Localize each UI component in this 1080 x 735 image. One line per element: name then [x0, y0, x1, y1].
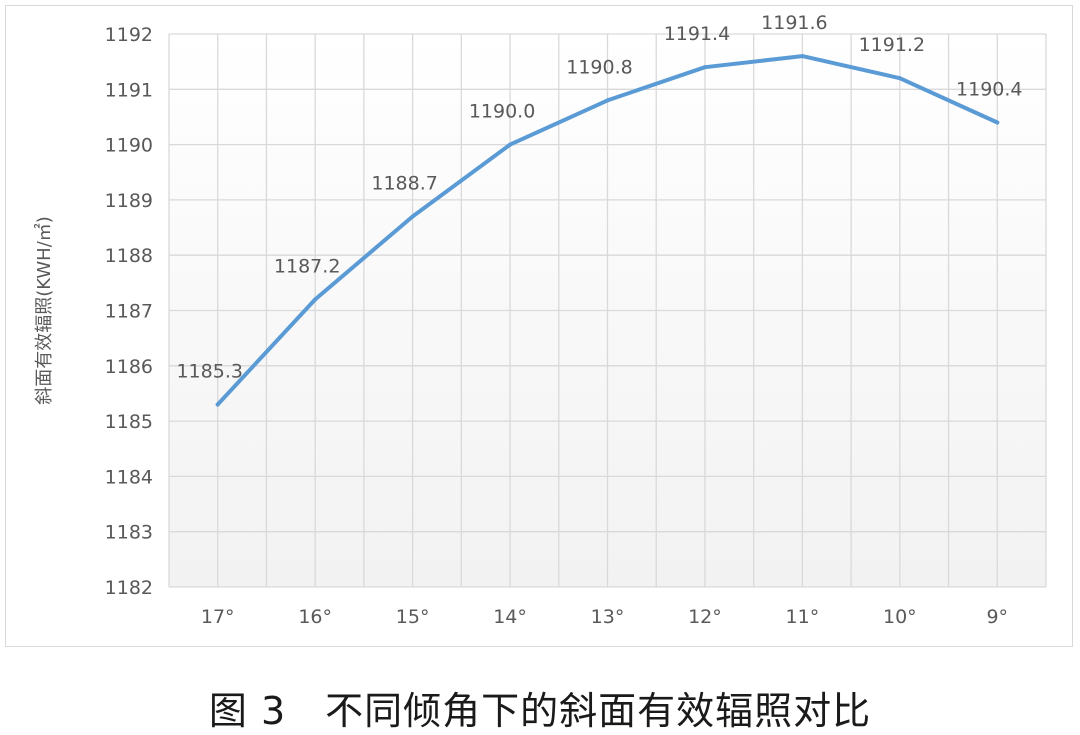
data-label: 1190.4 — [956, 78, 1022, 100]
data-label: 1190.8 — [566, 56, 632, 78]
y-tick-label: 1184 — [105, 466, 153, 488]
x-tick-label: 9° — [986, 606, 1008, 628]
line-chart: 1182 1183 1184 1185 1186 1187 1188 1189 1190 1191… — [33, 12, 1047, 628]
x-tick-label: 10° — [883, 606, 917, 628]
y-tick-label: 1189 — [105, 190, 153, 212]
grid — [168, 33, 1047, 588]
data-label: 1191.6 — [761, 12, 827, 34]
y-tick-label: 1187 — [105, 301, 153, 323]
x-tick-label: 15° — [396, 606, 430, 628]
data-label: 1191.4 — [664, 23, 730, 45]
data-point — [800, 54, 805, 59]
data-label: 1187.2 — [274, 255, 340, 277]
x-tick-label: 13° — [591, 606, 625, 628]
x-tick-label: 16° — [298, 606, 332, 628]
y-tick-label: 1185 — [105, 411, 153, 433]
x-tick-label: 12° — [688, 606, 722, 628]
x-tick-label: 17° — [201, 606, 235, 628]
data-point — [702, 65, 707, 70]
y-tick-label: 1190 — [105, 135, 153, 157]
y-axis-title: 斜面有效辐照(KWH/㎡) — [33, 216, 55, 405]
data-point — [897, 76, 902, 81]
y-tick-label: 1186 — [105, 356, 153, 378]
x-tick-label: 11° — [786, 606, 820, 628]
data-label: 1185.3 — [176, 361, 242, 383]
data-label: 1188.7 — [371, 172, 437, 194]
y-tick-label: 1188 — [105, 245, 153, 267]
data-label: 1191.2 — [859, 34, 925, 56]
y-tick-label: 1183 — [105, 522, 153, 544]
data-point — [508, 142, 513, 147]
data-point — [410, 214, 415, 219]
data-point — [605, 98, 610, 103]
x-tick-label: 14° — [493, 606, 527, 628]
figure-caption: 图 3 不同倾角下的斜面有效辐照对比 — [208, 689, 872, 733]
y-tick-label: 1191 — [105, 79, 153, 101]
data-label-layer: 1185.3 1187.2 1188.7 1190.0 1190.8 1191.4 1191… — [176, 12, 1022, 382]
y-tick-label: 1192 — [105, 24, 153, 46]
data-point — [215, 402, 220, 407]
data-label: 1190.0 — [469, 101, 535, 123]
x-axis-ticks: 17° 16° 15° 14° 13° 12° 11° 10° 9° — [201, 606, 1008, 628]
y-axis-ticks: 1182 1183 1184 1185 1186 1187 1188 1189 1190 1191… — [105, 24, 153, 599]
y-tick-label: 1182 — [105, 577, 153, 599]
data-point — [313, 297, 318, 302]
data-point — [995, 120, 1000, 125]
series-layer — [215, 54, 1000, 407]
